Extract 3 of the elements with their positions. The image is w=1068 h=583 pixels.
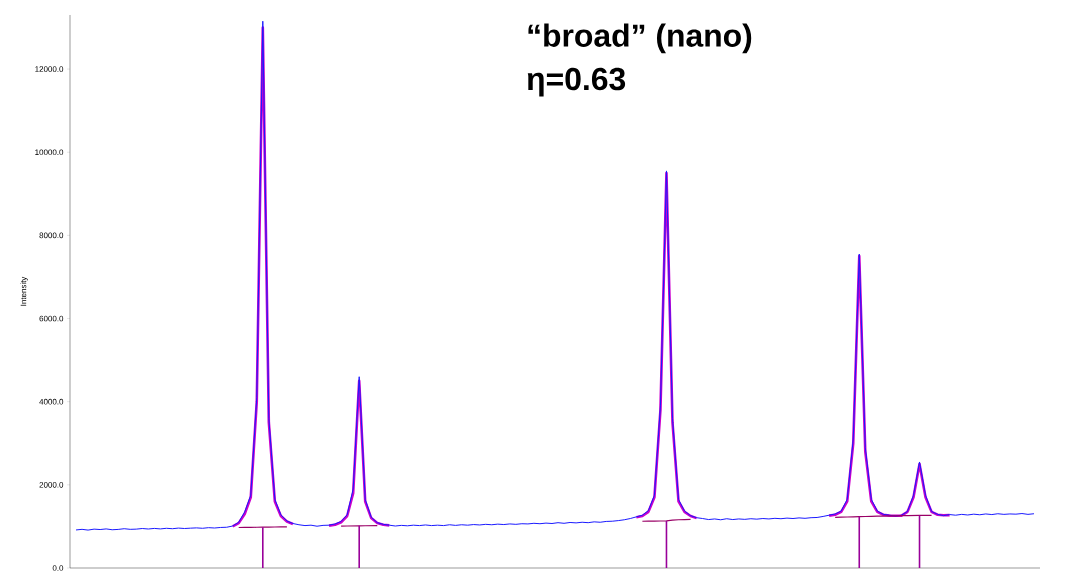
text: η=0.63 — [527, 67, 626, 97]
chart-title: “broad” (nano) — [528, 23, 752, 54]
line-series — [75, 20, 1035, 531]
